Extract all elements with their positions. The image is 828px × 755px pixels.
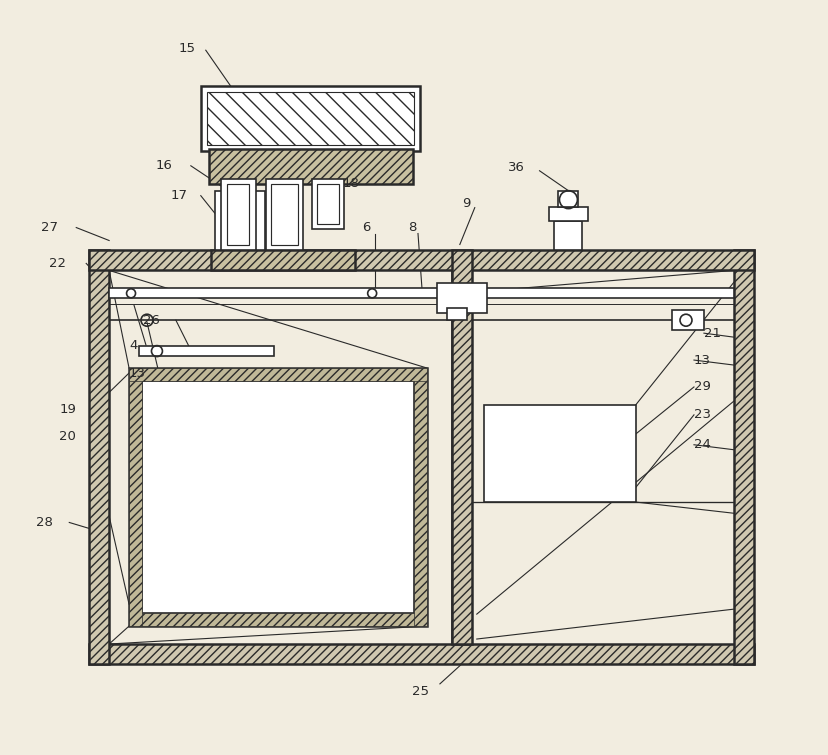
Text: 6: 6 (362, 221, 370, 234)
Bar (214, 191, 264, 251)
Text: 27: 27 (41, 221, 58, 234)
Bar (129, 368, 426, 381)
Bar (554, 220, 582, 251)
Text: 21: 21 (703, 327, 720, 340)
Text: 36: 36 (507, 162, 524, 174)
Bar (226, 183, 248, 245)
Text: 9: 9 (461, 197, 469, 210)
Bar (129, 613, 426, 626)
Bar (558, 191, 578, 207)
Bar (451, 251, 471, 644)
Bar (129, 368, 142, 626)
Bar (89, 251, 753, 270)
Text: 17: 17 (171, 190, 188, 202)
Text: 26: 26 (143, 314, 160, 327)
Bar (89, 644, 753, 664)
Bar (270, 183, 298, 245)
Text: 15: 15 (179, 42, 195, 54)
Bar (413, 368, 426, 626)
Bar (129, 368, 426, 626)
Bar (220, 179, 255, 251)
Bar (210, 251, 354, 270)
Text: 23: 23 (693, 408, 710, 421)
Bar (142, 381, 413, 613)
Text: 4: 4 (129, 339, 137, 352)
Text: 20: 20 (60, 430, 76, 443)
Text: 19: 19 (60, 403, 76, 416)
Bar (484, 405, 635, 502)
Text: 24: 24 (693, 438, 710, 451)
Text: 25: 25 (412, 686, 429, 698)
Text: 13: 13 (693, 353, 710, 367)
Bar (317, 183, 339, 223)
Text: 22: 22 (50, 257, 66, 270)
Bar (733, 251, 753, 664)
Text: 18: 18 (342, 177, 359, 190)
Bar (206, 92, 413, 145)
Bar (265, 179, 303, 251)
Text: 8: 8 (407, 221, 416, 234)
Bar (312, 179, 344, 229)
Text: 29: 29 (693, 381, 710, 393)
Bar (548, 207, 588, 220)
Bar (139, 346, 273, 356)
Bar (436, 283, 486, 313)
Text: 28: 28 (36, 516, 53, 529)
Bar (200, 86, 420, 151)
Text: 13: 13 (129, 366, 146, 380)
Bar (89, 251, 109, 664)
Text: 16: 16 (156, 159, 172, 172)
Bar (672, 310, 703, 330)
Bar (209, 149, 412, 183)
Bar (446, 308, 466, 320)
Bar (109, 288, 733, 298)
